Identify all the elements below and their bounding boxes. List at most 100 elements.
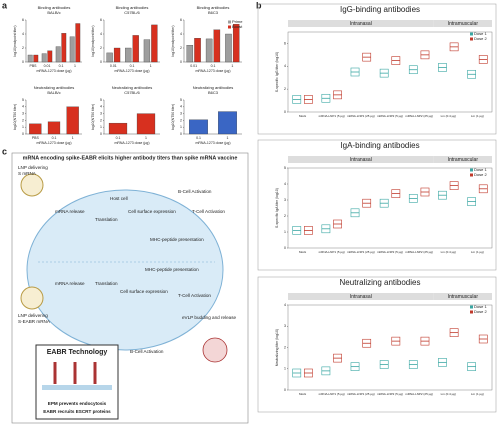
- y-tick-label: 0: [284, 388, 286, 392]
- x-tick-label: mRNA-LNP1 (5 µg): [319, 114, 345, 118]
- y-tick-label: 2: [180, 46, 182, 50]
- y-tick-label: 2: [100, 118, 102, 122]
- x-tick-label: 0.1: [59, 64, 64, 68]
- chart-title: Neutralizing antibodies: [112, 85, 152, 90]
- y-tick-label: 5: [100, 98, 102, 102]
- label: T-Cell Activation: [192, 209, 225, 214]
- bar: [108, 122, 128, 135]
- x-tick-label: 1: [150, 64, 152, 68]
- group-header: [433, 20, 492, 27]
- group-label: Intranasal: [350, 294, 372, 300]
- y-tick-label: 4: [284, 64, 286, 68]
- panel-label: a: [2, 0, 8, 10]
- bar: [47, 50, 53, 63]
- y-tick-label: 6: [180, 18, 182, 22]
- chart-title: IgA-binding antibodies: [340, 141, 419, 150]
- label: Cell surface expression: [128, 209, 176, 214]
- x-tick-label: mRNA-LNP2 (25 µg): [405, 114, 433, 118]
- chart-title: Binding antibodies: [38, 5, 71, 10]
- chart-subtitle: BALB/c: [47, 90, 60, 95]
- label: Translation: [95, 281, 118, 286]
- x-axis-label: mRNA-1273 dose (µg): [36, 69, 71, 73]
- bar: [66, 106, 79, 135]
- bar: [75, 23, 81, 63]
- bar: [143, 39, 151, 63]
- x-axis-label: mRNA-1273 dose (µg): [36, 141, 71, 145]
- legend-label: Dose 1: [474, 304, 487, 309]
- x-tick-label: 0.1: [52, 136, 57, 140]
- x-tick-label: mRNA-LNP1 (25 µg): [347, 392, 375, 396]
- membrane: [42, 385, 112, 390]
- x-tick-label: 1: [227, 136, 229, 140]
- label: mRNA release: [55, 209, 85, 214]
- y-tick-label: 0: [180, 60, 182, 64]
- label: B-Cell Activation: [130, 349, 164, 354]
- label: B-Cell Activation: [178, 189, 212, 194]
- x-tick-label: 0.1: [211, 64, 216, 68]
- x-tick-label: Lm (1 µg): [471, 392, 484, 396]
- y-tick-label: 2: [100, 46, 102, 50]
- legend-label: Prime: [232, 19, 243, 24]
- y-tick-label: 1: [284, 230, 286, 234]
- legend-label: Dose 1: [474, 31, 487, 36]
- y-tick-label: 4: [100, 105, 102, 109]
- legend-label: Dose 1: [474, 167, 487, 172]
- y-axis-label: log10(endpoint titer): [171, 25, 175, 56]
- y-tick-label: 2: [180, 118, 182, 122]
- panel-frame: [257, 276, 497, 413]
- x-tick-label: Lm (0.4 µg): [441, 250, 456, 254]
- bar: [69, 36, 75, 63]
- panel-frame: [257, 139, 497, 271]
- label: EABR Technology: [47, 349, 108, 356]
- x-axis-label: mRNA-1273 dose (µg): [195, 69, 230, 73]
- bar: [125, 47, 132, 63]
- legend-swatch: [228, 25, 231, 29]
- x-tick-label: mRNA-LNP2 (5 µg): [377, 250, 403, 254]
- x-tick-label: 1: [231, 64, 233, 68]
- diagram-title: mRNA encoding spike-EABR elicits higher …: [23, 155, 238, 161]
- bar: [55, 46, 61, 63]
- label: LNP delivering: [18, 313, 48, 318]
- y-axis-label: log10(NT50 titer): [171, 104, 175, 130]
- y-tick-label: 2: [284, 87, 286, 91]
- x-tick-label: Lm (1 µg): [471, 114, 484, 118]
- y-axis-label: S-specific IgG titer (log10): [275, 52, 279, 92]
- group-header: [433, 156, 492, 163]
- y-tick-label: 0: [22, 132, 24, 136]
- x-tick-label: Lm (0.4 µg): [441, 392, 456, 396]
- y-tick-label: 3: [284, 198, 286, 202]
- bar: [113, 47, 121, 63]
- label: LNP delivering: [18, 165, 48, 170]
- plot-frame: [287, 167, 493, 249]
- y-tick-label: 4: [180, 32, 182, 36]
- y-tick-label: 6: [100, 18, 102, 22]
- x-axis-label: mRNA-1273 dose (µg): [114, 69, 149, 73]
- legend-label: Dose 2: [474, 309, 487, 314]
- diagram: mRNA encoding spike-EABR elicits higher …: [11, 152, 249, 424]
- x-axis-label: mRNA-1273 dose (µg): [195, 141, 230, 145]
- plot-frame: [287, 304, 493, 391]
- legend-label: Dose 2: [474, 172, 487, 177]
- y-tick-label: 3: [284, 324, 286, 328]
- chart-subtitle: BALB/c: [47, 10, 60, 15]
- y-axis-label: log10(endpoint titer): [91, 25, 95, 56]
- group-label: Intramuscular: [448, 157, 479, 163]
- eabr-box: [35, 344, 119, 420]
- y-tick-label: 4: [180, 105, 182, 109]
- label: S-EABR mRNA: [18, 319, 51, 324]
- x-tick-label: mRNA-LNP1 (5 µg): [319, 392, 345, 396]
- label: Host cell: [110, 196, 128, 201]
- bar: [29, 123, 42, 135]
- bar: [41, 53, 47, 63]
- group-header: [433, 293, 492, 300]
- y-axis-label: log10(NT50 titer): [91, 104, 95, 130]
- label: T-Cell Activation: [178, 293, 211, 298]
- x-tick-label: 0.01: [190, 64, 197, 68]
- bar: [205, 38, 213, 63]
- y-axis-label: Neutralizing titer (log10): [275, 329, 279, 366]
- label: MHC-peptide presentation: [145, 267, 199, 272]
- y-tick-label: 5: [180, 98, 182, 102]
- plot-frame: [287, 31, 493, 113]
- bar: [132, 35, 139, 63]
